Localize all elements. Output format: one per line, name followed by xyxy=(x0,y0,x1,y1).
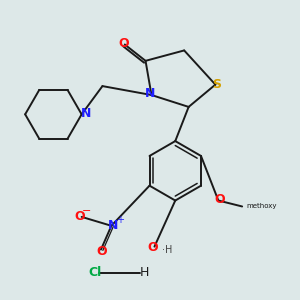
Text: N: N xyxy=(108,219,118,232)
Text: O: O xyxy=(96,245,107,258)
Text: Cl: Cl xyxy=(88,266,102,279)
Text: O: O xyxy=(75,210,86,223)
Text: N: N xyxy=(81,107,91,120)
Text: O: O xyxy=(214,194,225,206)
Text: O: O xyxy=(148,241,158,254)
Text: N: N xyxy=(145,87,155,100)
Text: O: O xyxy=(118,37,129,50)
Text: ·H: ·H xyxy=(162,244,172,255)
Text: H: H xyxy=(140,266,149,279)
Text: S: S xyxy=(212,77,221,91)
Text: +: + xyxy=(116,215,124,225)
Text: −: − xyxy=(82,206,92,216)
Text: methoxy: methoxy xyxy=(247,203,277,209)
